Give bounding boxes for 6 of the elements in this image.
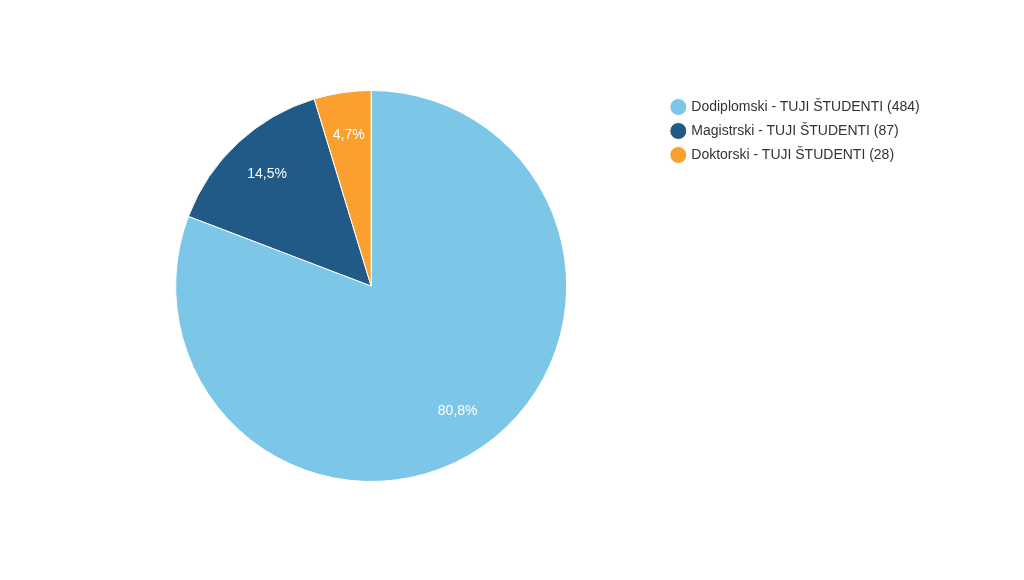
legend-label: Doktorski - TUJI ŠTUDENTI (28) <box>691 145 895 162</box>
legend-label: Magistrski - TUJI ŠTUDENTI (87) <box>691 121 899 138</box>
data-label: 4,7% <box>332 126 365 143</box>
data-label: 80,8% <box>437 402 478 419</box>
data-label: 14,5% <box>247 165 287 182</box>
legend-label: Dodiplomski - TUJI ŠTUDENTI (484) <box>691 97 920 114</box>
